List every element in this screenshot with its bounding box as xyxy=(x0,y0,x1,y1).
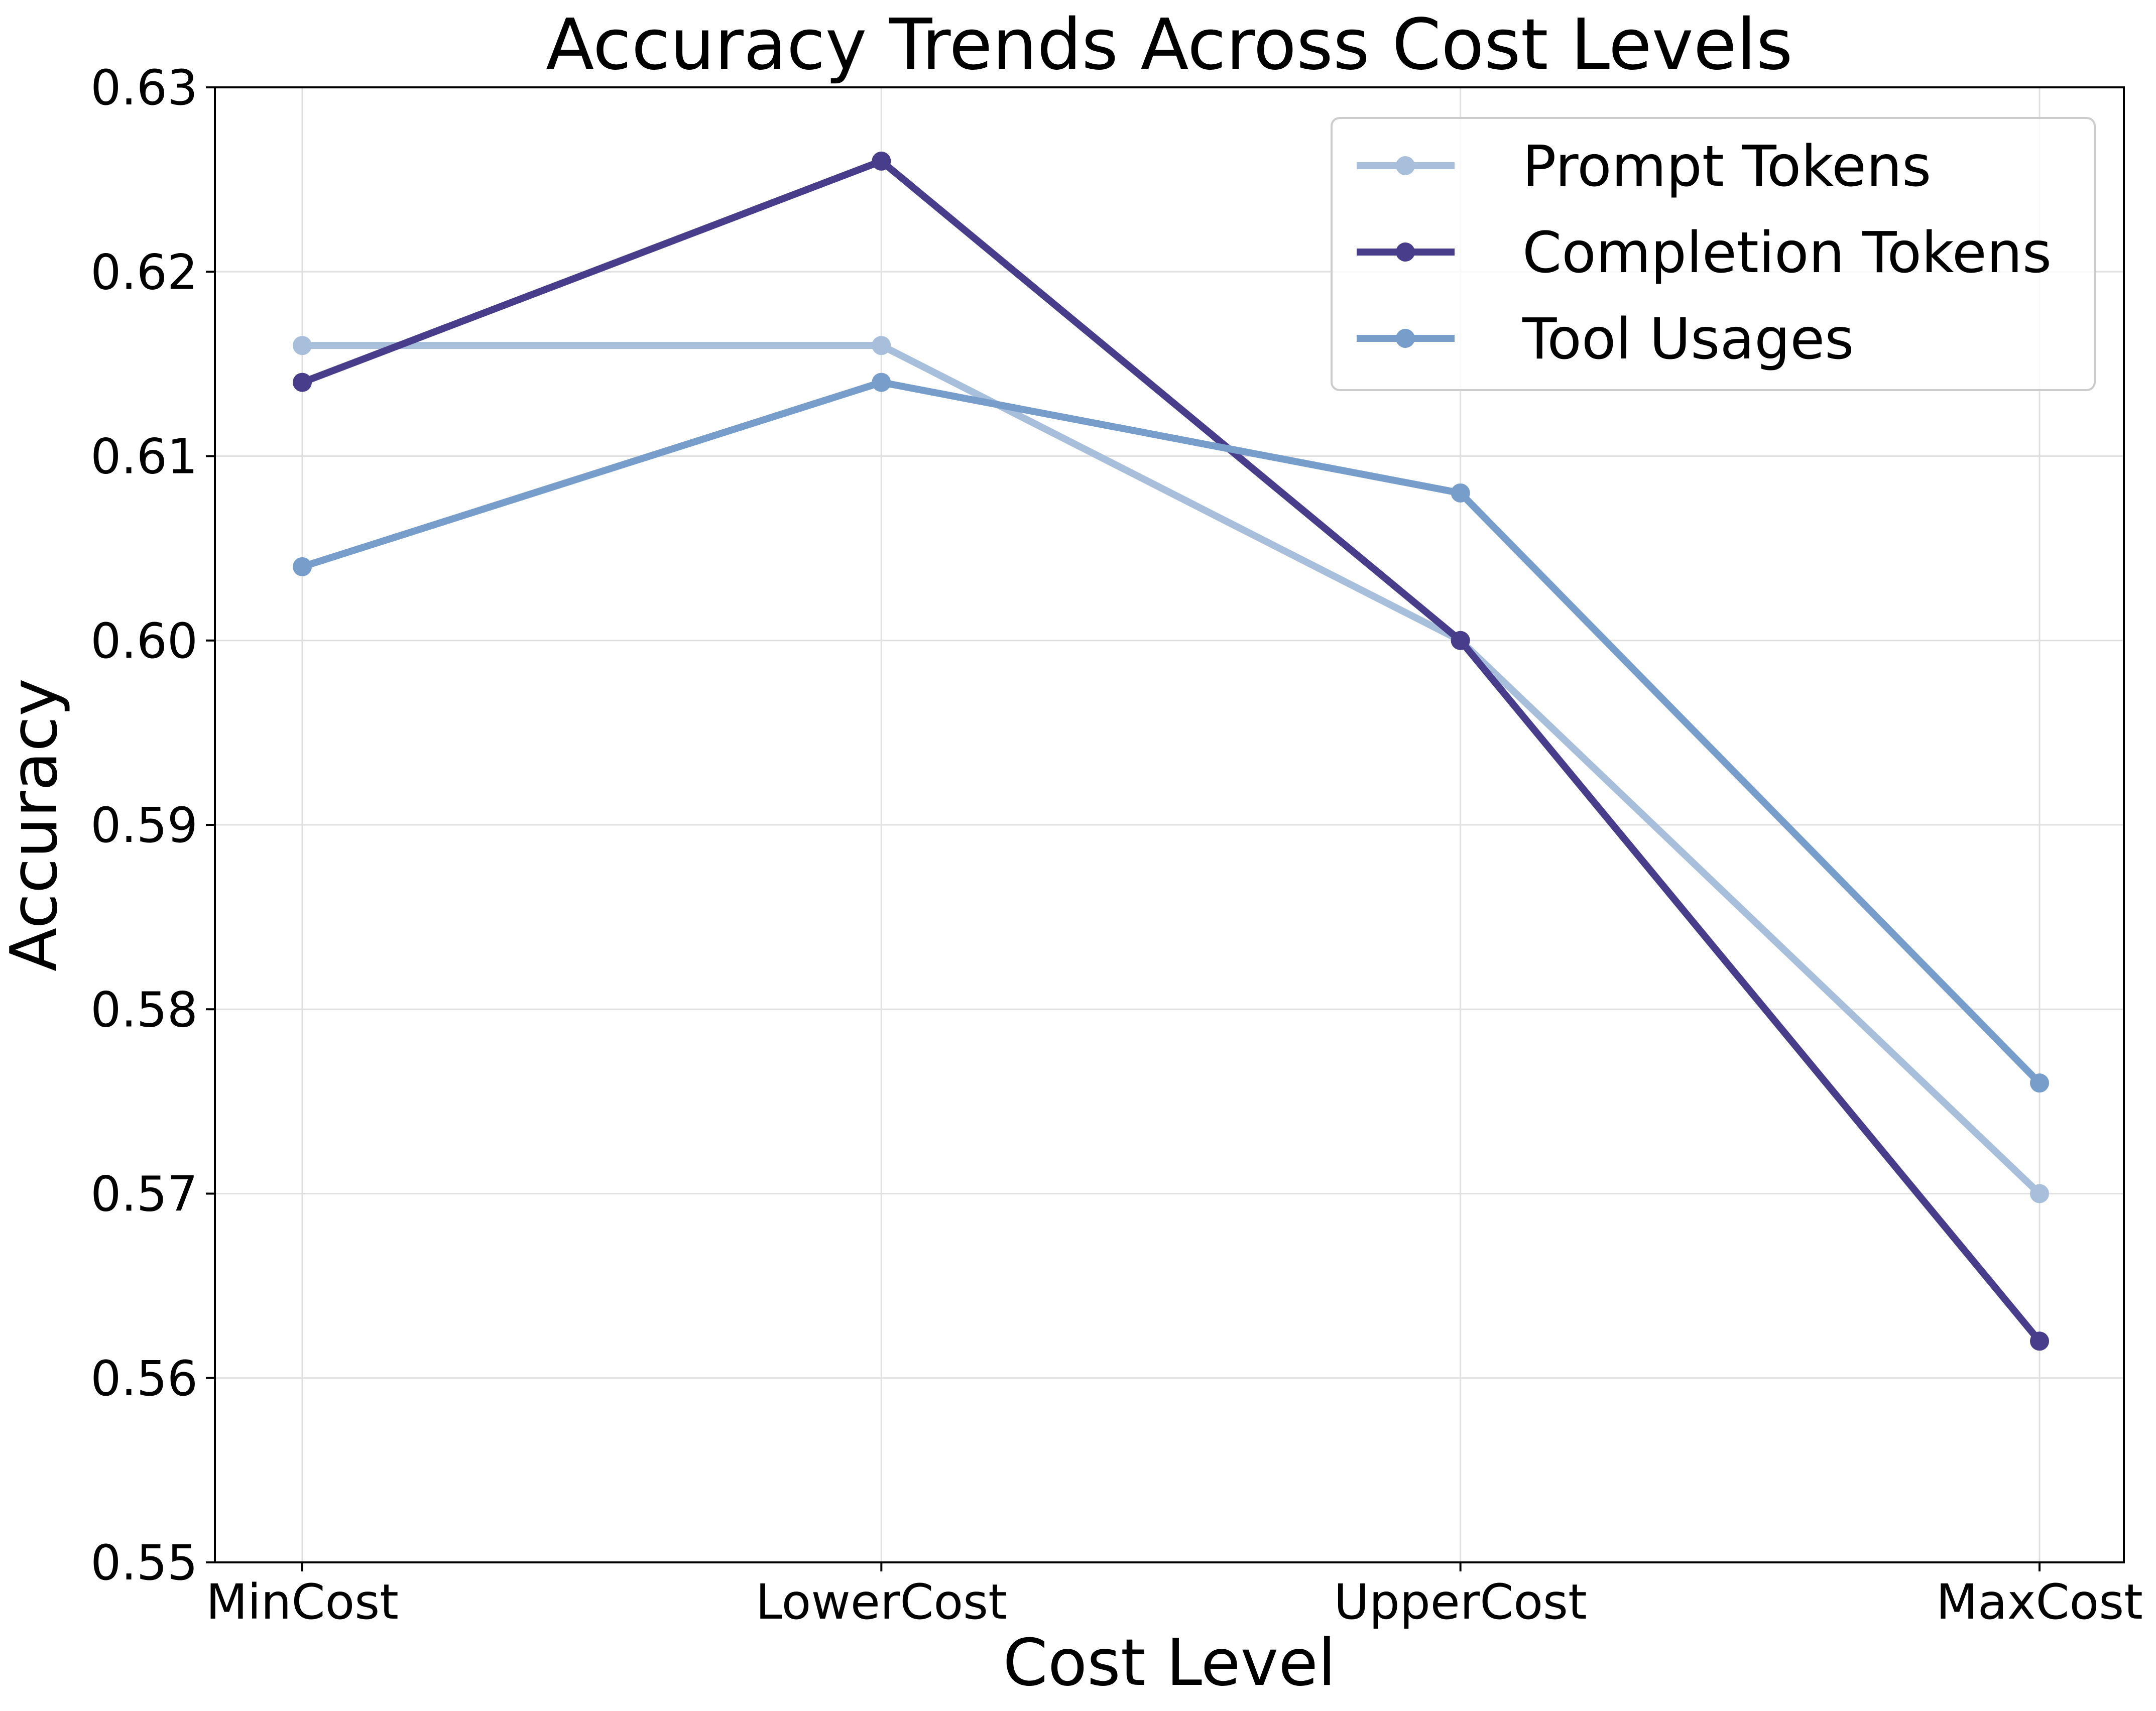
legend-frame xyxy=(1331,117,2096,391)
data-point xyxy=(2030,1331,2049,1351)
x-tick-label: MaxCost xyxy=(1936,1574,2143,1630)
data-point xyxy=(872,151,891,171)
data-point xyxy=(2030,1184,2049,1203)
axis-ticks: 0.55 0.56 0.57 0.58 0.59 0.60 0.61 0.62 0.63 MinC… xyxy=(90,60,2143,1630)
legend-swatch-marker xyxy=(1396,156,1415,175)
y-tick-label: 0.63 xyxy=(90,60,198,116)
y-tick-label: 0.58 xyxy=(90,982,198,1038)
legend-label: Tool Usages xyxy=(1522,307,1854,372)
legend-swatch-marker xyxy=(1396,329,1415,348)
y-tick-label: 0.55 xyxy=(90,1535,198,1591)
series-line-2 xyxy=(299,379,2043,1087)
y-tick-label: 0.57 xyxy=(90,1166,198,1223)
chart-title: Accuracy Trends Across Cost Levels xyxy=(546,4,1792,86)
data-point xyxy=(293,373,312,392)
data-point xyxy=(1451,483,1470,503)
data-point xyxy=(872,336,891,355)
x-tick-label: LowerCost xyxy=(756,1574,1007,1630)
series-line-0 xyxy=(299,342,2043,1197)
series-lines xyxy=(293,151,2049,1351)
data-point xyxy=(293,336,312,355)
legend-swatch-marker xyxy=(1396,242,1415,262)
data-point xyxy=(872,373,891,392)
x-tick-label: UpperCost xyxy=(1334,1574,1587,1630)
data-point xyxy=(2030,1073,2049,1093)
legend-label: Prompt Tokens xyxy=(1522,134,1931,199)
x-axis-label: Cost Level xyxy=(1003,1626,1336,1700)
data-point xyxy=(1451,631,1470,650)
legend: Prompt Tokens Completion Tokens Tool Usage… xyxy=(1331,117,2096,391)
y-tick-label: 0.61 xyxy=(90,429,198,485)
y-axis-label: Accuracy xyxy=(0,678,72,971)
y-tick-label: 0.62 xyxy=(90,244,198,300)
series-line-1 xyxy=(299,157,2043,1345)
legend-label: Completion Tokens xyxy=(1522,220,2052,286)
data-point xyxy=(293,557,312,576)
y-tick-label: 0.59 xyxy=(90,797,198,853)
y-tick-label: 0.56 xyxy=(90,1351,198,1407)
y-tick-label: 0.60 xyxy=(90,613,198,669)
x-tick-label: MinCost xyxy=(206,1574,399,1630)
